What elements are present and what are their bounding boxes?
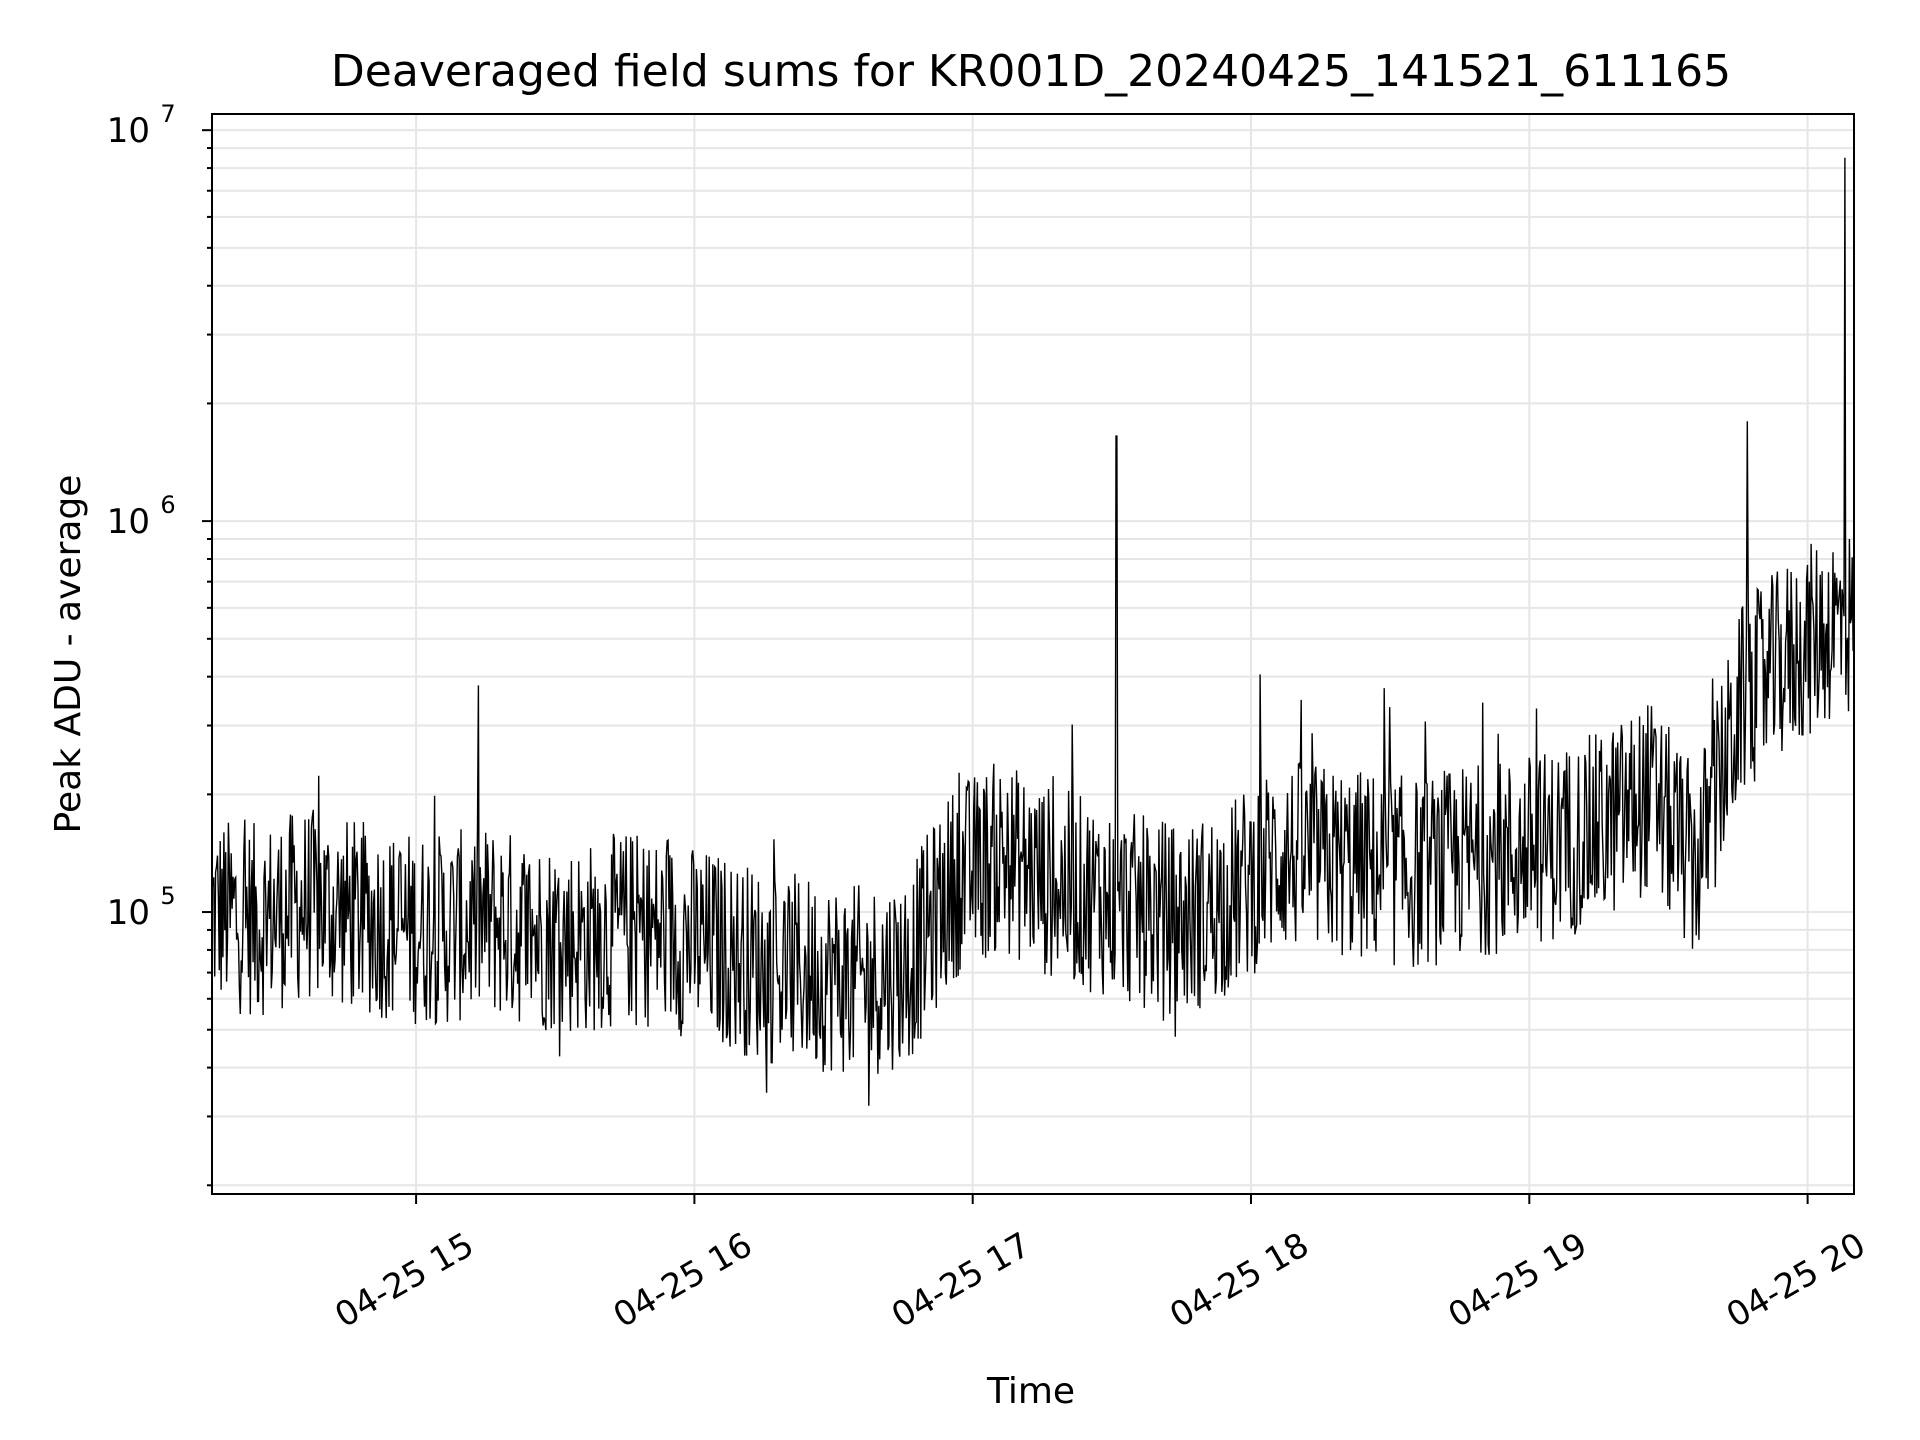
y-tick-base: 10: [107, 111, 150, 151]
y-tick-base: 10: [107, 502, 150, 542]
y-tick-label: 10: [107, 502, 150, 542]
chart-title: Deaveraged field sums for KR001D_2024042…: [331, 46, 1731, 97]
x-tick-label: 04-25 17: [885, 1225, 1037, 1336]
plot-frame: [212, 114, 1854, 1194]
y-tick-exponent: 7: [160, 100, 175, 128]
series-line: [212, 158, 1854, 1106]
y-tick-exponent: 6: [160, 491, 175, 519]
x-tick-label: 04-25 19: [1442, 1225, 1594, 1336]
x-tick-label: 04-25 15: [328, 1225, 480, 1336]
y-axis-label: Peak ADU - average: [48, 475, 89, 834]
x-tick-label: 04-25 16: [607, 1225, 759, 1336]
y-tick-base: 10: [107, 893, 150, 933]
grid-layer: [212, 114, 1854, 1194]
x-tick-label: 04-25 20: [1720, 1225, 1872, 1336]
line-layer: [212, 158, 1854, 1106]
x-tick-label: 04-25 18: [1163, 1225, 1315, 1336]
y-tick-exponent: 5: [160, 882, 175, 910]
y-tick-label: 10: [107, 893, 150, 933]
y-tick-label: 10: [107, 111, 150, 151]
x-axis-label: Time: [986, 1371, 1075, 1412]
